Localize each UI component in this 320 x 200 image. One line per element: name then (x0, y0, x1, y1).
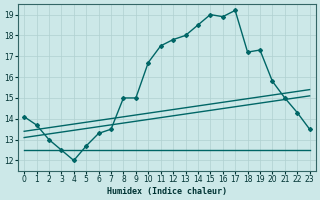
X-axis label: Humidex (Indice chaleur): Humidex (Indice chaleur) (107, 187, 227, 196)
